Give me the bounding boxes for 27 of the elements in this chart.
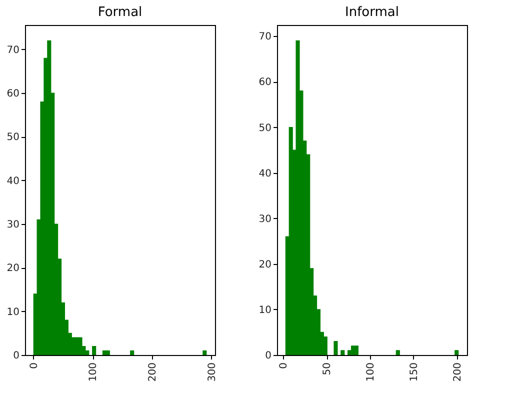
- x-tick-label: 150: [408, 362, 420, 382]
- y-tick-label: 40: [6, 176, 20, 187]
- y-tick-label: 40: [258, 168, 272, 180]
- y-tick-label: 20: [258, 259, 272, 270]
- chart-title: Informal: [345, 5, 399, 20]
- y-tick-label: 30: [258, 214, 272, 225]
- y-tick-label: 60: [6, 88, 20, 100]
- x-tick-label: 0: [28, 362, 40, 369]
- y-tick-label: 50: [6, 132, 20, 144]
- x-tick-label: 300: [206, 362, 218, 382]
- y-tick-label: 0: [265, 350, 272, 362]
- y-tick-label: 30: [6, 220, 20, 231]
- y-tick-label: 60: [258, 77, 272, 88]
- x-tick-label: 200: [148, 362, 159, 382]
- y-tick-label: 0: [13, 350, 20, 362]
- x-tick-label: 100: [366, 362, 377, 382]
- y-tick-label: 70: [6, 44, 20, 56]
- y-tick-label: 10: [258, 304, 272, 316]
- y-tick-label: 50: [258, 122, 272, 134]
- x-tick-label: 200: [452, 362, 464, 382]
- y-tick-label: 20: [6, 263, 20, 274]
- x-tick-label: 100: [88, 362, 100, 382]
- y-tick-label: 70: [258, 32, 272, 43]
- x-tick-label: 50: [322, 362, 334, 376]
- chart-title: Formal: [98, 5, 142, 20]
- x-tick-label: 0: [278, 362, 290, 369]
- y-tick-label: 10: [6, 306, 20, 318]
